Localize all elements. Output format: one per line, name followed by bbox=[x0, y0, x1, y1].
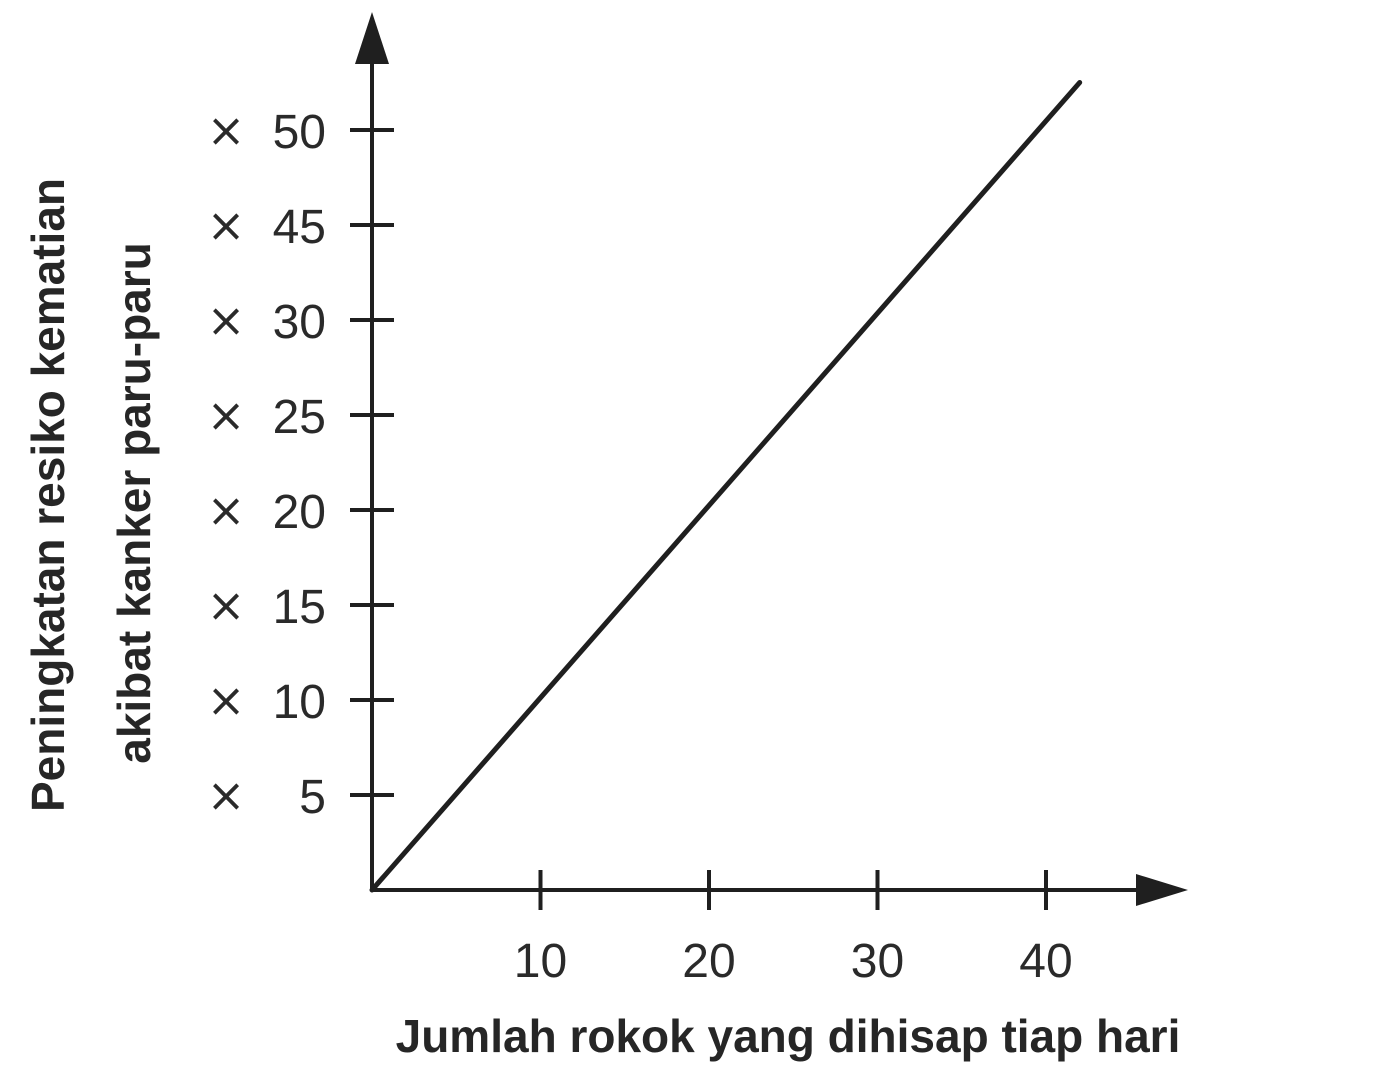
x-tick-label: 40 bbox=[1019, 935, 1072, 988]
y-axis-title-line-2: akibat kanker paru-paru bbox=[108, 242, 160, 764]
y-ticks: × 5 × 10 × 15 × 20 × 25 × 30 × 45 × 50 bbox=[207, 103, 394, 824]
x-axis-title: Jumlah rokok yang dihisap tiap hari bbox=[396, 1010, 1181, 1062]
y-tick-label: 30 bbox=[273, 296, 326, 349]
x-ticks: 10 20 30 40 bbox=[514, 870, 1073, 988]
y-tick-label: 10 bbox=[273, 676, 326, 729]
y-axis-arrowhead bbox=[355, 12, 389, 64]
x-tick-label: 30 bbox=[851, 935, 904, 988]
y-tick-times-sign: × bbox=[207, 483, 246, 537]
y-tick-label: 5 bbox=[299, 771, 326, 824]
y-tick-label: 15 bbox=[273, 581, 326, 634]
axes bbox=[355, 12, 1188, 906]
y-tick-label: 20 bbox=[273, 486, 326, 539]
x-tick-label: 10 bbox=[514, 935, 567, 988]
y-tick-times-sign: × bbox=[207, 768, 246, 822]
y-tick-times-sign: × bbox=[207, 388, 246, 442]
x-axis-arrowhead bbox=[1136, 874, 1188, 906]
y-tick-label: 45 bbox=[273, 201, 326, 254]
y-tick-times-sign: × bbox=[207, 578, 246, 632]
y-axis-title-line-1: Peningkatan resiko kematian bbox=[22, 178, 74, 812]
y-tick-label: 50 bbox=[273, 106, 326, 159]
series bbox=[369, 80, 1083, 893]
series-line bbox=[369, 80, 1083, 893]
y-tick-times-sign: × bbox=[207, 198, 246, 252]
y-tick-times-sign: × bbox=[207, 673, 246, 727]
y-tick-label: 25 bbox=[273, 391, 326, 444]
x-tick-label: 20 bbox=[682, 935, 735, 988]
y-tick-times-sign: × bbox=[207, 103, 246, 157]
y-tick-times-sign: × bbox=[207, 293, 246, 347]
